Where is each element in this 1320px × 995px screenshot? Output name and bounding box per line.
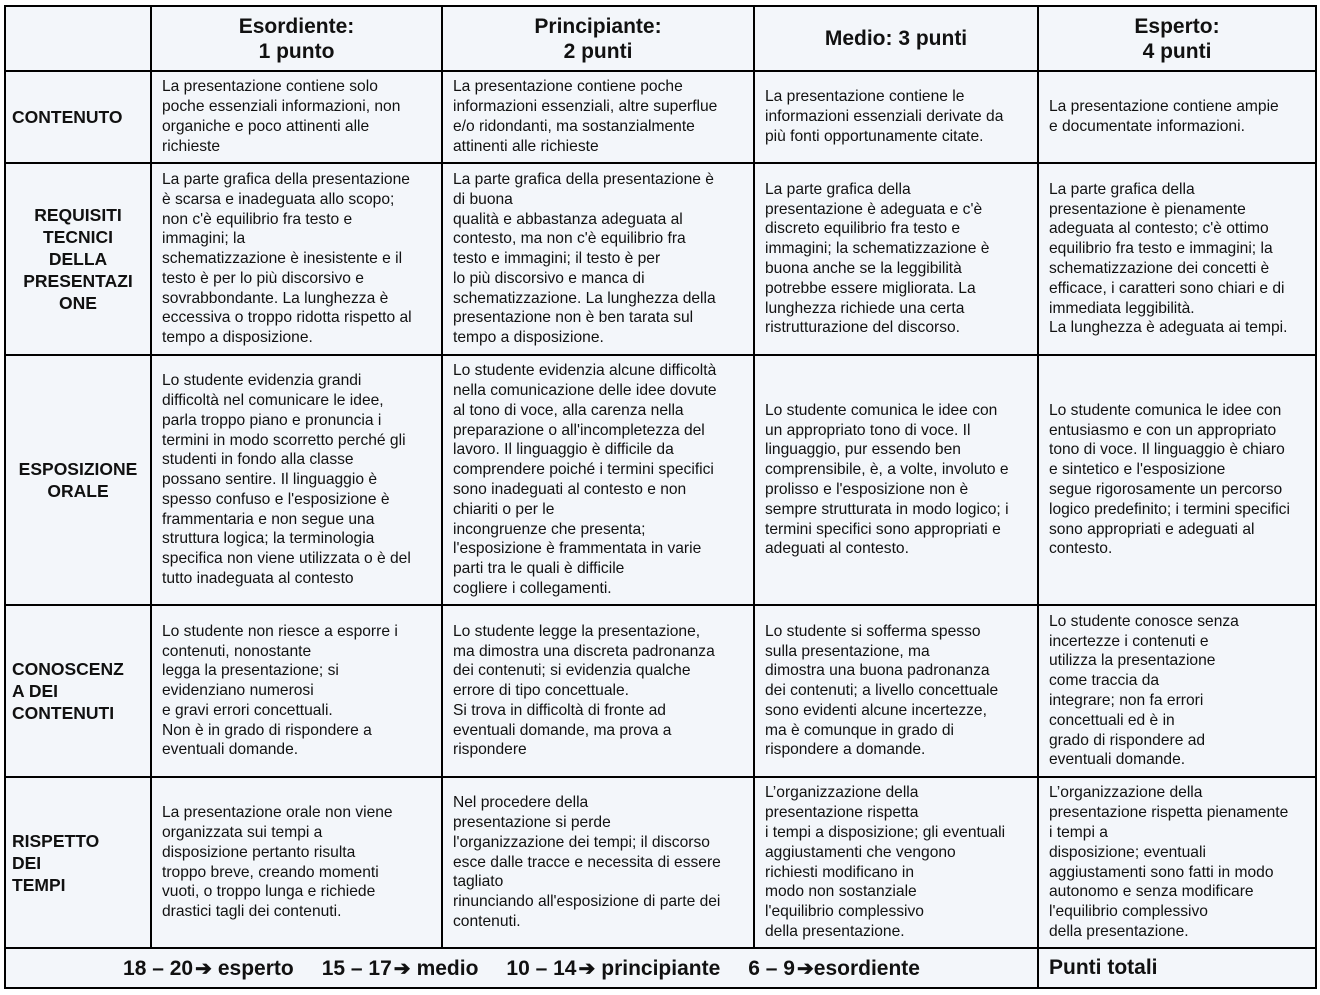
- arrow-right-icon: ➔: [393, 957, 411, 980]
- scale-range: 18 – 20: [123, 956, 194, 980]
- arrow-right-icon: ➔: [578, 957, 596, 980]
- descriptor-cell: La parte grafica della presentazione è a…: [753, 162, 1039, 356]
- descriptor-cell: Lo studente non riesce a esporre i conte…: [150, 604, 443, 778]
- scale-level: esordiente: [813, 956, 920, 980]
- descriptor-cell: L’organizzazione della presentazione ris…: [1037, 776, 1317, 949]
- evaluation-rubric-table: Esordiente: 1 punto Principiante: 2 punt…: [4, 5, 1317, 989]
- criterion-row: CONTENUTO La presentazione contiene solo …: [4, 70, 1317, 164]
- descriptor-cell: La presentazione contiene solo poche ess…: [150, 70, 443, 164]
- criterion-label: RISPETTO DEI TEMPI: [4, 776, 152, 949]
- scale-item: 10 – 14 ➔ principiante: [506, 957, 720, 980]
- descriptor-cell: L’organizzazione della presentazione ris…: [753, 776, 1039, 949]
- arrow-right-icon: ➔: [797, 957, 814, 980]
- level-header: Esperto: 4 punti: [1037, 5, 1317, 72]
- descriptor-cell: La presentazione contiene le informazion…: [753, 70, 1039, 164]
- arrow-right-icon: ➔: [195, 957, 212, 980]
- descriptor-cell: Lo studente comunica le idee con un appr…: [753, 354, 1039, 606]
- level-header: Principiante: 2 punti: [441, 5, 755, 72]
- scale-level: esperto: [217, 956, 294, 980]
- descriptor-cell: La parte grafica della presentazione è p…: [1037, 162, 1317, 356]
- scale-item: 15 – 17 ➔ medio: [322, 957, 479, 980]
- scale-level: medio: [416, 956, 479, 980]
- descriptor-cell: Lo studente evidenzia alcune difficoltà …: [441, 354, 755, 606]
- descriptor-cell: Lo studente si sofferma spesso sulla pre…: [753, 604, 1039, 778]
- scale-level: principiante: [601, 956, 721, 980]
- scale-item: 18 – 20 ➔ esperto: [123, 957, 294, 980]
- score-scale: 18 – 20 ➔ esperto 15 – 17 ➔ medio 10 – 14 ➔ prin…: [4, 947, 1039, 989]
- descriptor-cell: Lo studente comunica le idee con entusia…: [1037, 354, 1317, 606]
- scale-range: 6 – 9: [748, 956, 795, 980]
- criterion-label: CONTENUTO: [4, 70, 152, 164]
- footer-row: 18 – 20 ➔ esperto 15 – 17 ➔ medio 10 – 14 ➔ prin…: [4, 947, 1317, 989]
- header-row: Esordiente: 1 punto Principiante: 2 punt…: [4, 5, 1317, 72]
- criterion-row: REQUISITI TECNICI DELLA PRESENTAZI ONE La…: [4, 162, 1317, 356]
- corner-cell: [4, 5, 152, 72]
- descriptor-cell: La presentazione orale non viene organiz…: [150, 776, 443, 949]
- level-header: Esordiente: 1 punto: [150, 5, 443, 72]
- scale-range: 15 – 17: [321, 956, 392, 980]
- descriptor-cell: Lo studente evidenzia grandi difficoltà …: [150, 354, 443, 606]
- descriptor-cell: La parte grafica della presentazione è s…: [150, 162, 443, 356]
- criterion-label: REQUISITI TECNICI DELLA PRESENTAZI ONE: [4, 162, 152, 356]
- scale-item: 6 – 9 ➔esordiente: [748, 957, 920, 980]
- total-points-cell: Punti totali: [1037, 947, 1317, 989]
- descriptor-cell: Lo studente conosce senza incertezze i c…: [1037, 604, 1317, 778]
- descriptor-cell: La parte grafica della presentazione è d…: [441, 162, 755, 356]
- criterion-row: ESPOSIZIONE ORALE Lo studente evidenzia g…: [4, 354, 1317, 606]
- descriptor-cell: Nel procedere della presentazione si per…: [441, 776, 755, 949]
- descriptor-cell: La presentazione contiene poche informaz…: [441, 70, 755, 164]
- scale-range: 10 – 14: [506, 956, 577, 980]
- criterion-label: ESPOSIZIONE ORALE: [4, 354, 152, 606]
- criterion-row: CONOSCENZ A DEI CONTENUTI Lo studente non…: [4, 604, 1317, 778]
- descriptor-cell: Lo studente legge la presentazione, ma d…: [441, 604, 755, 778]
- criterion-label: CONOSCENZ A DEI CONTENUTI: [4, 604, 152, 778]
- criterion-row: RISPETTO DEI TEMPI La presentazione orale…: [4, 776, 1317, 949]
- level-header: Medio: 3 punti: [753, 5, 1039, 72]
- descriptor-cell: La presentazione contiene ampie e docume…: [1037, 70, 1317, 164]
